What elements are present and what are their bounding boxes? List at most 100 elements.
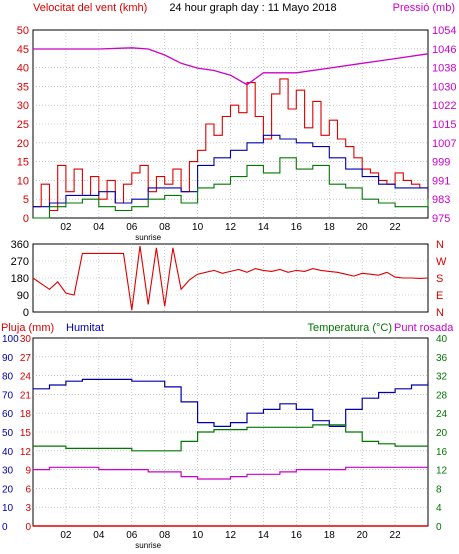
humidity-tick-label: 0 [2, 522, 8, 533]
pressure-tick-label: 1022 [432, 100, 456, 112]
time-tick-label: 16 [291, 222, 303, 233]
header-title: 24 hour graph day : 11 Mayo 2018 [169, 2, 336, 14]
time-tick-label: 02 [60, 530, 72, 541]
rain-tick-label: 24 [20, 372, 32, 383]
rain-tick-label: 27 [20, 353, 32, 364]
wind-tick-label: 30 [17, 100, 29, 112]
time-tick-label: 12 [225, 222, 237, 233]
humidity-tick-label: 60 [2, 409, 14, 420]
rain-tick-label: 12 [20, 447, 32, 458]
humidity-tick-label: 80 [2, 372, 14, 383]
compass-tick-label: E [436, 290, 443, 302]
compass-tick-label: W [436, 256, 447, 268]
direction-tick-label: 360 [11, 239, 29, 251]
series-wind_min [33, 157, 429, 219]
time-tick-label: 22 [390, 530, 402, 541]
series-humidity [33, 378, 429, 427]
temperature-tick-label: 16 [436, 447, 448, 458]
temperature-tick-label: 32 [436, 372, 448, 383]
humidity-tick-label: 20 [2, 484, 14, 495]
time-tick-label: 18 [324, 222, 336, 233]
rain-tick-label: 6 [25, 484, 31, 495]
time-tick-label: 20 [357, 530, 369, 541]
series-direction [32, 245, 429, 311]
dewpoint-axis-label: Punt rosada [394, 322, 454, 334]
wind-tick-label: 5 [23, 194, 29, 206]
header-left-label: Velocitat del vent (kmh) [33, 2, 147, 14]
direction-tick-label: 90 [17, 290, 29, 302]
time-tick-label: 06 [126, 530, 138, 541]
time-tick-label: 10 [192, 222, 204, 233]
pressure-tick-label: 983 [432, 194, 450, 206]
direction-tick-label: 180 [11, 273, 29, 285]
time-tick-label: 22 [390, 222, 402, 233]
compass-tick-label: S [436, 273, 443, 285]
rain-tick-label: 0 [25, 522, 31, 533]
series-pressure [33, 47, 429, 86]
series-temperature [33, 424, 428, 452]
temperature-tick-label: 40 [436, 334, 448, 345]
wind-tick-label: 45 [17, 44, 29, 56]
rain-tick-label: 21 [20, 390, 32, 401]
time-tick-label: 06 [126, 222, 138, 233]
series-avg_wind [33, 134, 429, 208]
pressure-tick-label: 1046 [432, 44, 456, 56]
wind-tick-label: 15 [17, 157, 29, 169]
time-tick-label: 18 [324, 530, 336, 541]
temperature-tick-label: 36 [436, 353, 448, 364]
humidity-axis-label: Humitat [66, 322, 104, 334]
compass-tick-label: N [436, 307, 444, 319]
temperature-tick-label: 0 [436, 522, 442, 533]
time-tick-label: 08 [159, 222, 171, 233]
humidity-tick-label: 30 [2, 466, 14, 477]
time-tick-label: 14 [258, 222, 270, 233]
wind-tick-label: 40 [17, 63, 29, 75]
time-tick-label: 20 [357, 222, 369, 233]
pressure-tick-label: 991 [432, 175, 450, 187]
pressure-tick-label: 975 [432, 213, 450, 225]
time-tick-label: 12 [225, 530, 237, 541]
header-right-label: Pressió (mb) [393, 2, 455, 14]
rain-tick-label: 15 [20, 428, 32, 439]
pressure-tick-label: 999 [432, 157, 450, 169]
sunrise-label: sunrise [135, 541, 161, 550]
series-dewpoint [33, 466, 428, 480]
wind-tick-label: 25 [17, 119, 29, 131]
rain-tick-label: 30 [20, 334, 32, 345]
direction-tick-label: 0 [23, 307, 29, 319]
sunrise-label: sunrise [135, 233, 161, 242]
direction-tick-label: 270 [11, 256, 29, 268]
time-tick-label: 14 [258, 530, 270, 541]
pressure-tick-label: 1038 [432, 63, 456, 75]
pressure-tick-label: 1054 [432, 25, 456, 37]
temperature-tick-label: 24 [436, 409, 448, 420]
pressure-tick-label: 1007 [432, 138, 456, 150]
temperature-axis-label: Temperatura (°C) [308, 322, 392, 334]
pressure-tick-label: 1015 [432, 119, 456, 131]
humidity-tick-label: 100 [2, 334, 19, 345]
pressure-tick-label: 1030 [432, 81, 456, 93]
rain-tick-label: 3 [25, 503, 31, 514]
humidity-tick-label: 40 [2, 447, 14, 458]
rain-tick-label: 9 [25, 466, 31, 477]
wind-tick-label: 50 [17, 25, 29, 37]
rain-axis-label: Pluja (mm) [1, 322, 54, 334]
time-tick-label: 08 [159, 530, 171, 541]
humidity-tick-label: 10 [2, 503, 14, 514]
time-tick-label: 04 [93, 530, 105, 541]
rain-tick-label: 18 [20, 409, 32, 420]
time-tick-label: 02 [60, 222, 72, 233]
humidity-tick-label: 70 [2, 390, 14, 401]
time-tick-label: 10 [192, 530, 204, 541]
wind-tick-label: 35 [17, 81, 29, 93]
temperature-tick-label: 8 [436, 484, 442, 495]
temperature-tick-label: 20 [436, 428, 448, 439]
humidity-tick-label: 50 [2, 428, 14, 439]
wind-tick-label: 20 [17, 138, 29, 150]
compass-tick-label: N [436, 239, 444, 251]
temperature-tick-label: 12 [436, 466, 448, 477]
temperature-tick-label: 28 [436, 390, 448, 401]
humidity-tick-label: 90 [2, 353, 14, 364]
time-tick-label: 16 [291, 530, 303, 541]
